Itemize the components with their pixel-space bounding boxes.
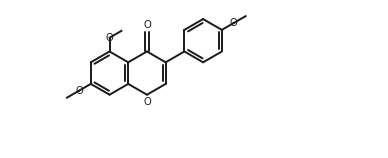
Text: O: O [230,18,237,28]
Text: O: O [143,97,151,107]
Text: O: O [143,20,151,30]
Text: O: O [75,86,83,96]
Text: O: O [106,33,113,43]
